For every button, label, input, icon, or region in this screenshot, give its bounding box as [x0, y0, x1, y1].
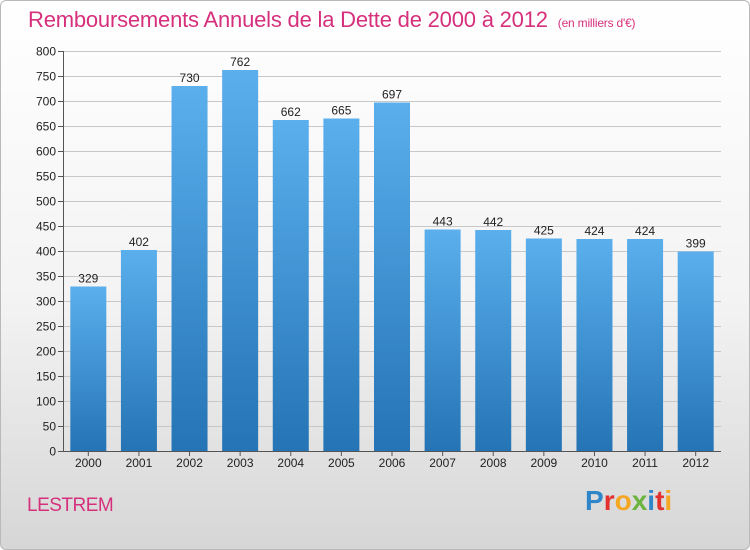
logo-letter: P	[585, 485, 604, 516]
x-tick-label: 2010	[581, 456, 608, 470]
data-label-2007: 443	[433, 215, 453, 229]
y-tick-label: 500	[36, 195, 56, 209]
y-tick-label: 750	[36, 70, 56, 84]
x-tick-label: 2007	[429, 456, 456, 470]
bar-2000	[70, 286, 107, 451]
data-label-2004: 662	[281, 105, 301, 119]
bar-2011	[627, 239, 664, 451]
y-tick-label: 150	[36, 370, 56, 384]
x-tick-label: 2003	[227, 456, 254, 470]
bar-2003	[222, 70, 259, 451]
data-label-2002: 730	[180, 71, 200, 85]
bar-2001	[120, 250, 157, 451]
x-tick-label: 2008	[480, 456, 507, 470]
x-tick-label: 2002	[176, 456, 203, 470]
bar-2010	[576, 239, 613, 451]
commune-name: LESTREM	[27, 495, 114, 516]
x-tick-label: 2006	[379, 456, 406, 470]
y-tick-label: 650	[36, 120, 56, 134]
y-tick-label: 300	[36, 295, 56, 309]
logo-letter: i	[664, 485, 673, 516]
logo-letter: r	[603, 485, 615, 516]
bar-2006	[374, 102, 410, 451]
y-tick-label: 600	[36, 145, 56, 159]
y-tick-label: 50	[43, 420, 57, 434]
bar-2005	[323, 118, 360, 451]
bar-2002	[171, 86, 208, 451]
y-tick-label: 450	[36, 220, 56, 234]
y-tick-label: 0	[49, 445, 56, 459]
bar-2007	[424, 229, 461, 451]
data-label-2008: 442	[483, 215, 503, 229]
data-labels: 329 402 730 762 662 665 697 443 442 425 424 424 399	[78, 55, 706, 286]
y-tick-label: 100	[36, 395, 56, 409]
data-label-2005: 665	[331, 104, 351, 118]
y-tick-label: 550	[36, 170, 56, 184]
logo-letter: i	[647, 485, 656, 516]
bar-2012	[677, 251, 714, 451]
x-tick-label: 2005	[328, 456, 355, 470]
y-tick-label: 200	[36, 345, 56, 359]
proxiti-logo[interactable]: Proxiti	[585, 487, 672, 515]
data-label-2001: 402	[129, 235, 149, 249]
data-label-2010: 424	[584, 224, 604, 238]
x-tick-label: 2000	[75, 456, 102, 470]
chart-title: Remboursements Annuels de la Dette de 20…	[28, 7, 636, 33]
chart-subtitle: (en milliers d'€)	[557, 16, 636, 30]
x-tick-label: 2001	[126, 456, 153, 470]
data-label-2003: 762	[230, 55, 250, 69]
y-tick-label: 400	[36, 245, 56, 259]
x-tick-label: 2012	[682, 456, 709, 470]
data-label-2000: 329	[78, 272, 98, 286]
data-label-2009: 425	[534, 224, 554, 238]
x-tick-label: 2009	[530, 456, 557, 470]
y-tick-label: 250	[36, 320, 56, 334]
chart-title-text: Remboursements Annuels de la Dette de 20…	[28, 7, 548, 32]
bars	[70, 70, 714, 451]
x-axis: 2000 2001 2002 2003 2004 2005 2006 2007 2008 2009…	[75, 451, 709, 470]
logo-letter: o	[614, 485, 632, 516]
x-tick-label: 2004	[277, 456, 304, 470]
y-tick-label: 800	[36, 45, 56, 59]
data-label-2011: 424	[635, 224, 655, 238]
bar-2008	[475, 230, 512, 451]
y-tick-label: 700	[36, 95, 56, 109]
logo-letter: x	[631, 485, 648, 516]
y-axis: 0 50 100 150 200 250 300 350 400 450 500 550 600 650 7…	[36, 45, 721, 459]
data-label-2012: 399	[686, 237, 706, 251]
bar-2004	[272, 120, 309, 451]
bar-2009	[525, 238, 562, 451]
data-label-2006: 697	[382, 88, 402, 102]
logo-letter: t	[655, 485, 665, 516]
y-tick-label: 350	[36, 270, 56, 284]
x-tick-label: 2011	[632, 456, 658, 470]
